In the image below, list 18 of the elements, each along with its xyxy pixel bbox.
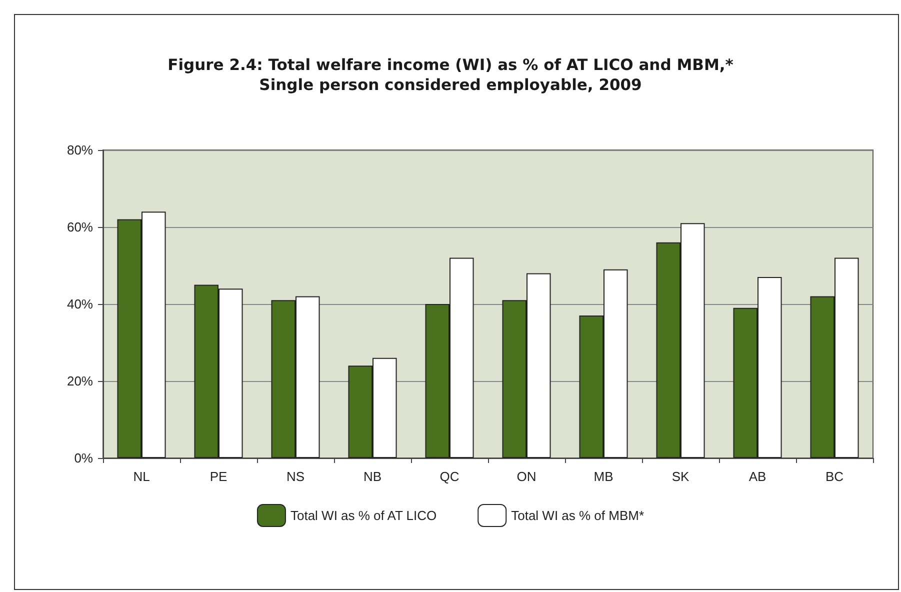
- y-tick-label: 80%: [66, 142, 94, 158]
- legend-label: Total WI as % of MBM*: [511, 508, 644, 523]
- x-tick-label: MB: [594, 469, 614, 484]
- x-tick-label: ON: [516, 469, 536, 484]
- chart-title: Figure 2.4: Total welfare income (WI) as % of AT LICO and MBM,* Single person considered employable, 2009: [168, 56, 734, 94]
- x-tick-label: SK: [672, 469, 690, 484]
- x-tick-label: NL: [133, 469, 150, 484]
- x-tick-label: BC: [825, 469, 844, 484]
- x-tick-label: NS: [286, 469, 305, 484]
- y-tick-label: 20%: [66, 374, 94, 388]
- x-tick-label: AB: [748, 469, 766, 484]
- legend-label: Total WI as % of AT LICO: [290, 508, 437, 523]
- x-tick-label: QC: [440, 469, 460, 484]
- x-tick-label: NB: [363, 469, 382, 484]
- y-tick-label: 40%: [66, 296, 94, 312]
- y-tick-label: 60%: [66, 220, 94, 234]
- x-tick-label: PE: [210, 469, 228, 484]
- y-tick-label: 0%: [74, 450, 94, 466]
